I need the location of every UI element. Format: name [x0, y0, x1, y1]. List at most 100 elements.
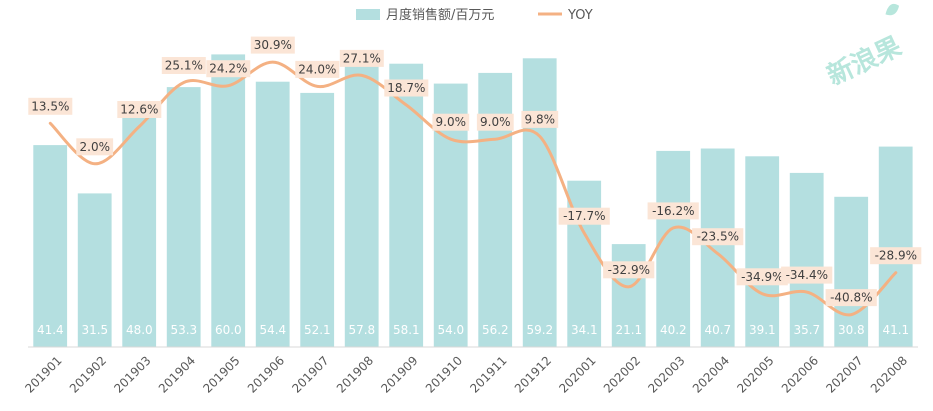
bar-201901	[33, 145, 68, 347]
yoy-data-label: -34.4%	[781, 266, 833, 284]
yoy-data-label: 27.1%	[339, 49, 384, 67]
yoy-data-label: 2.0%	[76, 138, 114, 156]
bar-value-label: 57.8	[348, 323, 375, 337]
yoy-label-text: 30.9%	[254, 38, 292, 52]
bar-value-label: 48.0	[126, 323, 153, 337]
yoy-label-box	[476, 113, 514, 131]
yoy-label-text: -16.2%	[652, 204, 694, 218]
yoy-data-label: -16.2%	[647, 202, 699, 220]
yoy-label-text: 2.0%	[80, 140, 111, 154]
yoy-data-label: -34.9%	[736, 268, 788, 286]
yoy-label-box	[603, 261, 655, 279]
bar-202003	[656, 150, 691, 347]
bar-value-label: 52.1	[304, 323, 331, 337]
legend-label-yoy: YOY	[567, 8, 593, 23]
yoy-label-box	[295, 60, 340, 78]
x-tick-label: 202005	[734, 353, 776, 395]
yoy-data-label: 30.9%	[250, 36, 295, 54]
yoy-label-box	[521, 110, 559, 128]
x-tick-label: 201910	[423, 353, 465, 395]
bar-201912	[522, 58, 557, 348]
legend-swatch-bars	[356, 9, 380, 20]
yoy-label-box	[825, 289, 877, 307]
x-tick-label: 202002	[601, 353, 643, 395]
bar-201902	[77, 193, 112, 347]
yoy-label-text: 12.6%	[120, 103, 158, 117]
x-tick-label: 202001	[556, 353, 598, 395]
bar-value-label: 60.0	[215, 323, 242, 337]
bar-value-label: 41.1	[882, 323, 909, 337]
watermark-logo: 新浪果	[822, 3, 906, 92]
bar-value-label: 59.2	[526, 323, 553, 337]
bar-value-label: 34.1	[571, 323, 598, 337]
yoy-label-box	[384, 79, 429, 97]
x-tick-label: 201911	[467, 353, 509, 395]
yoy-label-text: 25.1%	[165, 59, 203, 73]
yoy-data-label: -32.9%	[603, 261, 655, 279]
yoy-data-label: -28.9%	[870, 247, 922, 265]
legend: 月度销售额/百万元 YOY	[356, 7, 593, 23]
x-tick-label: 201905	[200, 353, 242, 395]
bar-201906	[255, 81, 290, 347]
yoy-label-text: 27.1%	[343, 51, 381, 65]
bar-value-label: 40.2	[660, 323, 687, 337]
yoy-label-box	[692, 228, 744, 246]
bar-202007	[834, 196, 869, 347]
bar-value-label: 39.1	[749, 323, 776, 337]
bar-value-label: 54.0	[437, 323, 464, 337]
x-tick-label: 201903	[111, 353, 153, 395]
bar-202006	[789, 172, 824, 347]
x-tick-label: 202007	[823, 353, 865, 395]
bar-value-label: 41.4	[37, 323, 64, 337]
x-tick-label: 202006	[779, 353, 821, 395]
yoy-label-box	[870, 247, 922, 265]
x-tick-label: 201907	[289, 353, 331, 395]
yoy-label-box	[117, 101, 162, 118]
bar-201908	[344, 65, 379, 347]
yoy-label-text: -32.9%	[608, 263, 650, 277]
bar-value-label: 31.5	[81, 323, 108, 337]
yoy-data-label: -23.5%	[692, 228, 744, 246]
bar-201903	[122, 112, 157, 348]
yoy-data-label: 9.8%	[521, 110, 559, 128]
bar-value-label: 53.3	[170, 323, 197, 337]
bar-202008	[878, 146, 913, 347]
x-tick-label: 202008	[868, 353, 910, 395]
yoy-label-box	[558, 207, 610, 225]
bar-201905	[211, 54, 246, 348]
yoy-data-label: -40.8%	[825, 289, 877, 307]
yoy-data-label: 13.5%	[28, 97, 73, 115]
bar-value-label: 40.7	[704, 323, 731, 337]
bar-202005	[745, 156, 780, 347]
bar-202004	[700, 148, 735, 347]
x-tick-label: 202003	[645, 353, 687, 395]
yoy-label-text: -17.7%	[563, 209, 605, 223]
x-tick-label: 201906	[245, 353, 287, 395]
bar-value-label: 35.7	[793, 323, 820, 337]
bar-201909	[389, 63, 424, 347]
yoy-label-text: -40.8%	[830, 291, 872, 305]
yoy-data-label: -17.7%	[558, 207, 610, 225]
watermark-text: 新浪果	[822, 31, 906, 92]
yoy-data-label: 9.0%	[476, 113, 514, 131]
yoy-label-box	[250, 36, 295, 54]
yoy-data-label: 9.0%	[432, 113, 470, 131]
yoy-label-box	[206, 60, 251, 78]
x-tick-label: 201901	[22, 353, 64, 395]
yoy-label-text: 9.0%	[480, 115, 511, 129]
yoy-label-box	[736, 268, 788, 286]
bar-value-label: 30.8	[838, 323, 865, 337]
yoy-label-text: -28.9%	[875, 249, 917, 263]
bar-value-label: 58.1	[393, 323, 420, 337]
x-tick-label: 201909	[378, 353, 420, 395]
yoy-label-box	[781, 266, 833, 284]
bar-201904	[166, 87, 201, 347]
bar-202002	[611, 244, 646, 347]
yoy-data-label: 12.6%	[117, 101, 162, 118]
yoy-data-label: 25.1%	[161, 57, 206, 74]
yoy-label-text: 18.7%	[387, 81, 425, 95]
yoy-series-line	[48, 60, 898, 317]
legend-label-bars: 月度销售额/百万元	[386, 7, 494, 23]
bar-value-label: 56.2	[482, 323, 509, 337]
